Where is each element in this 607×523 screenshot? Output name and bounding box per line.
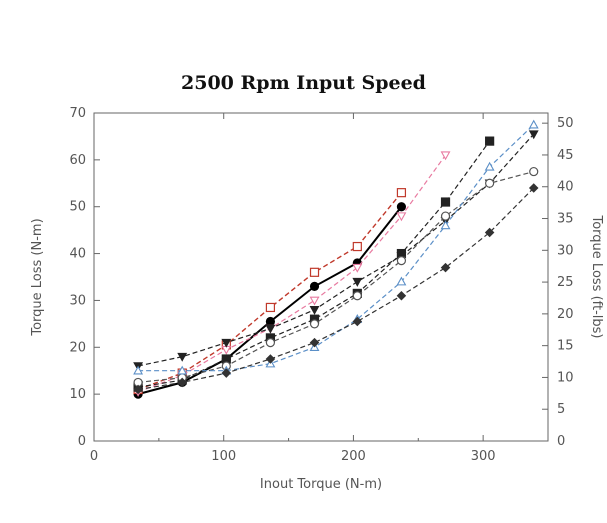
data-point xyxy=(485,136,495,146)
y-tick-label-right: 45 xyxy=(557,148,574,163)
data-point xyxy=(528,183,539,193)
chart-title: 2500 Rpm Input Speed xyxy=(181,72,426,94)
y-tick-label-left: 40 xyxy=(69,247,86,262)
data-point xyxy=(221,368,232,378)
data-point xyxy=(440,151,451,161)
data-point xyxy=(484,161,495,171)
y-axis-label-right: Torque Loss (ft-lbs) xyxy=(589,215,604,339)
data-point xyxy=(396,188,407,198)
data-point xyxy=(352,316,363,327)
y-tick-label-right: 25 xyxy=(557,275,574,290)
plot-frame xyxy=(93,112,549,442)
data-point xyxy=(221,338,232,348)
series-line xyxy=(138,124,535,372)
y-tick-label-left: 50 xyxy=(69,200,86,215)
series-8 xyxy=(133,183,539,395)
y-tick-label-left: 60 xyxy=(69,153,86,168)
data-point xyxy=(177,365,188,375)
series-7 xyxy=(133,119,539,375)
y-tick-label-left: 30 xyxy=(69,293,86,308)
data-point xyxy=(309,337,320,348)
data-point xyxy=(352,263,363,273)
data-point xyxy=(133,365,144,375)
data-point xyxy=(352,291,362,301)
y-tick-label-right: 5 xyxy=(557,402,565,417)
data-point xyxy=(440,197,451,207)
data-point xyxy=(440,262,451,273)
data-point xyxy=(309,267,320,277)
series-6 xyxy=(133,166,539,388)
series-line xyxy=(138,187,535,391)
data-point xyxy=(133,384,143,395)
data-point xyxy=(309,296,320,306)
axes: 0 100 200 300 0 10 20 30 40 50 60 70 0 5 10 15 20 25 30 35 4… xyxy=(69,106,573,464)
data-point xyxy=(309,319,320,329)
series-line xyxy=(138,171,534,383)
data-point xyxy=(265,316,276,327)
series-4 xyxy=(133,136,495,392)
data-point xyxy=(440,220,451,230)
data-point xyxy=(396,212,407,222)
y-tick-label-right: 40 xyxy=(557,180,574,195)
data-point xyxy=(396,256,407,266)
data-point xyxy=(484,227,495,238)
y-tick-label-right: 35 xyxy=(557,212,574,227)
x-axis-label: Inout Torque (N-m) xyxy=(260,477,382,492)
data-point xyxy=(265,338,276,348)
y-tick-label-left: 0 xyxy=(78,434,86,449)
data-point xyxy=(352,241,362,252)
data-point xyxy=(177,352,188,362)
data-point xyxy=(528,119,539,129)
data-point xyxy=(529,166,539,177)
data-point xyxy=(396,202,407,212)
data-point xyxy=(440,211,451,221)
data-point xyxy=(396,290,407,301)
y-tick-label-left: 70 xyxy=(69,106,86,121)
data-point xyxy=(265,324,276,334)
x-tick-label: 0 xyxy=(90,449,98,464)
series-line xyxy=(137,133,535,367)
x-tick-label: 200 xyxy=(341,449,366,464)
data-point xyxy=(309,306,320,315)
series-line xyxy=(138,140,491,388)
data-point xyxy=(177,377,187,388)
data-point xyxy=(265,302,276,313)
data-point xyxy=(309,281,320,291)
y-tick-label-right: 20 xyxy=(557,307,574,322)
data-point xyxy=(485,178,495,188)
data-point xyxy=(265,354,276,364)
y-tick-label-left: 20 xyxy=(69,340,86,355)
y-tick-label-right: 15 xyxy=(557,339,574,354)
y-tick-label-right: 50 xyxy=(557,116,574,131)
y-tick-label-left: 10 xyxy=(69,387,86,402)
x-tick-label: 300 xyxy=(471,449,496,464)
series-group xyxy=(133,119,539,399)
y-axis-label-left: Torque Loss (N-m) xyxy=(30,218,45,336)
data-point xyxy=(352,277,363,287)
data-point xyxy=(396,276,407,286)
y-tick-label-right: 30 xyxy=(557,243,574,258)
x-tick-label: 100 xyxy=(211,449,236,464)
y-tick-label-right: 0 xyxy=(557,434,565,449)
data-point xyxy=(528,130,539,140)
series-5 xyxy=(133,130,539,372)
y-tick-label-right: 10 xyxy=(557,370,574,385)
series-1 xyxy=(133,202,407,399)
